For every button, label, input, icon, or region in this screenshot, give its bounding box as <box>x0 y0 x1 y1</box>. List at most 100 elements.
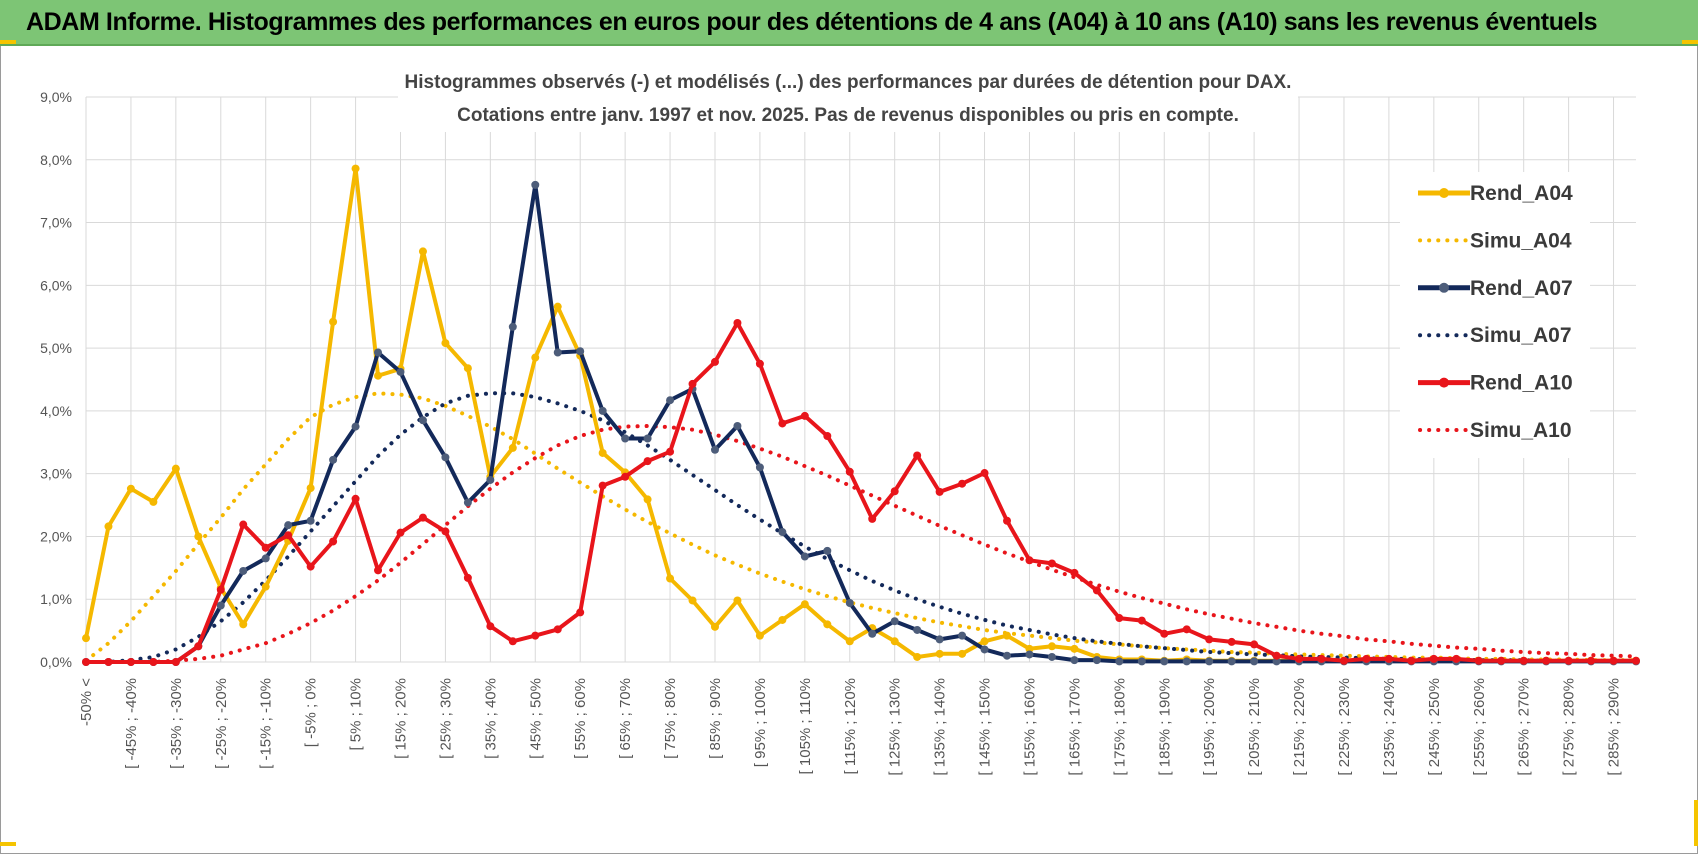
data-point <box>958 479 967 488</box>
data-point <box>239 520 248 529</box>
data-point <box>1137 616 1146 625</box>
data-point <box>1564 656 1573 665</box>
x-tick-label: [ 285% ; 290% <box>1606 678 1623 776</box>
data-point <box>1587 656 1596 665</box>
data-point <box>868 514 877 523</box>
data-point <box>666 447 675 456</box>
data-point <box>284 521 293 530</box>
data-point <box>1452 654 1461 663</box>
legend-label: Rend_A04 <box>1470 182 1573 205</box>
data-point <box>531 631 540 640</box>
data-point <box>1137 657 1146 666</box>
data-point <box>823 546 832 555</box>
data-point <box>194 642 203 651</box>
data-point <box>1272 657 1281 666</box>
x-tick-label: [ 105% ; 110% <box>797 678 814 774</box>
data-point <box>441 527 450 536</box>
x-tick-label: [ 65% ; 70% <box>617 678 634 759</box>
x-tick-label: [ 35% ; 40% <box>482 678 499 759</box>
data-point <box>261 554 270 563</box>
data-point <box>486 475 495 484</box>
data-point <box>621 434 630 443</box>
data-point <box>553 625 562 634</box>
x-tick-label: [ 5% ; 10% <box>348 678 365 751</box>
chart-title-line-2: Cotations entre janv. 1997 et nov. 2025.… <box>457 105 1239 126</box>
data-point <box>396 528 405 537</box>
data-point <box>1295 654 1304 663</box>
data-point <box>1025 650 1034 659</box>
corner-mark-bottom-right <box>1694 800 1698 846</box>
x-tick-label: [ 195% ; 200% <box>1201 678 1218 776</box>
data-point <box>396 367 405 376</box>
data-point <box>126 484 135 493</box>
x-tick-label: [ 85% ; 90% <box>707 678 724 759</box>
data-point <box>1115 614 1124 623</box>
data-point <box>1182 657 1191 666</box>
data-point <box>845 467 854 476</box>
data-point <box>374 566 383 575</box>
data-point <box>508 443 517 452</box>
data-point <box>194 532 203 541</box>
legend-marker <box>1439 282 1449 293</box>
data-point <box>1160 629 1169 638</box>
data-point <box>441 339 450 348</box>
y-tick-label: 2,0% <box>40 528 72 544</box>
data-point <box>531 353 540 362</box>
data-point <box>261 582 270 591</box>
data-point <box>239 620 248 629</box>
data-point <box>1115 657 1124 666</box>
data-point <box>329 317 338 326</box>
data-point <box>845 637 854 646</box>
legend-marker <box>1439 188 1449 198</box>
x-tick-label: [ 265% ; 270% <box>1516 678 1533 776</box>
legend-label: Rend_A10 <box>1470 372 1573 395</box>
axes: 0,0% 1,0% 2,0% 3,0% 4,0% 5,0% 6,0% 7,0% 8,0% 9,0%… <box>40 89 1622 776</box>
data-point <box>958 649 967 658</box>
data-point <box>733 421 742 430</box>
data-point <box>1070 644 1079 653</box>
x-tick-label: [ 175% ; 180% <box>1111 678 1128 776</box>
data-point <box>216 585 225 594</box>
data-point <box>284 531 293 540</box>
y-tick-label: 1,0% <box>40 591 72 607</box>
x-tick-label: [ 125% ; 130% <box>887 678 904 776</box>
data-point <box>688 596 697 605</box>
y-tick-label: 4,0% <box>40 403 72 419</box>
series-line-Simu_A04 <box>84 391 1638 663</box>
data-point <box>126 658 135 666</box>
data-point <box>1003 651 1012 660</box>
data-point <box>778 528 787 537</box>
data-point <box>1474 656 1483 665</box>
x-tick-label: [ -45% ; -40% <box>123 678 140 769</box>
chart-title-background <box>398 62 1298 132</box>
legend-label: Rend_A07 <box>1470 277 1573 300</box>
data-point <box>1407 656 1416 665</box>
data-point <box>171 658 180 666</box>
data-point <box>1339 656 1348 665</box>
x-tick-label: [ 275% ; 280% <box>1561 678 1578 776</box>
data-point <box>621 472 630 481</box>
data-point <box>755 463 764 472</box>
x-tick-label: [ 165% ; 170% <box>1066 678 1083 776</box>
y-tick-label: 8,0% <box>40 152 72 168</box>
data-point <box>82 658 90 666</box>
data-point <box>666 574 675 583</box>
data-point <box>1497 656 1506 665</box>
data-point <box>261 543 270 552</box>
series-lines <box>82 164 1640 666</box>
data-point <box>823 620 832 629</box>
data-point <box>1362 654 1371 663</box>
data-point <box>374 348 383 357</box>
data-point <box>1092 586 1101 595</box>
data-point <box>598 481 607 490</box>
data-point <box>935 487 944 496</box>
x-tick-label: [ 75% ; 80% <box>662 678 679 759</box>
data-point <box>890 487 899 496</box>
x-tick-label: [ 135% ; 140% <box>932 678 949 776</box>
x-tick-label: [ 235% ; 240% <box>1381 678 1398 776</box>
x-tick-label: [ 245% ; 250% <box>1426 678 1443 776</box>
legend: Rend_A04 Simu_A04 Rend_A07 Simu_A07 Rend_A10… <box>1400 172 1590 458</box>
data-point <box>688 379 697 388</box>
legend-label: Simu_A04 <box>1470 229 1572 252</box>
